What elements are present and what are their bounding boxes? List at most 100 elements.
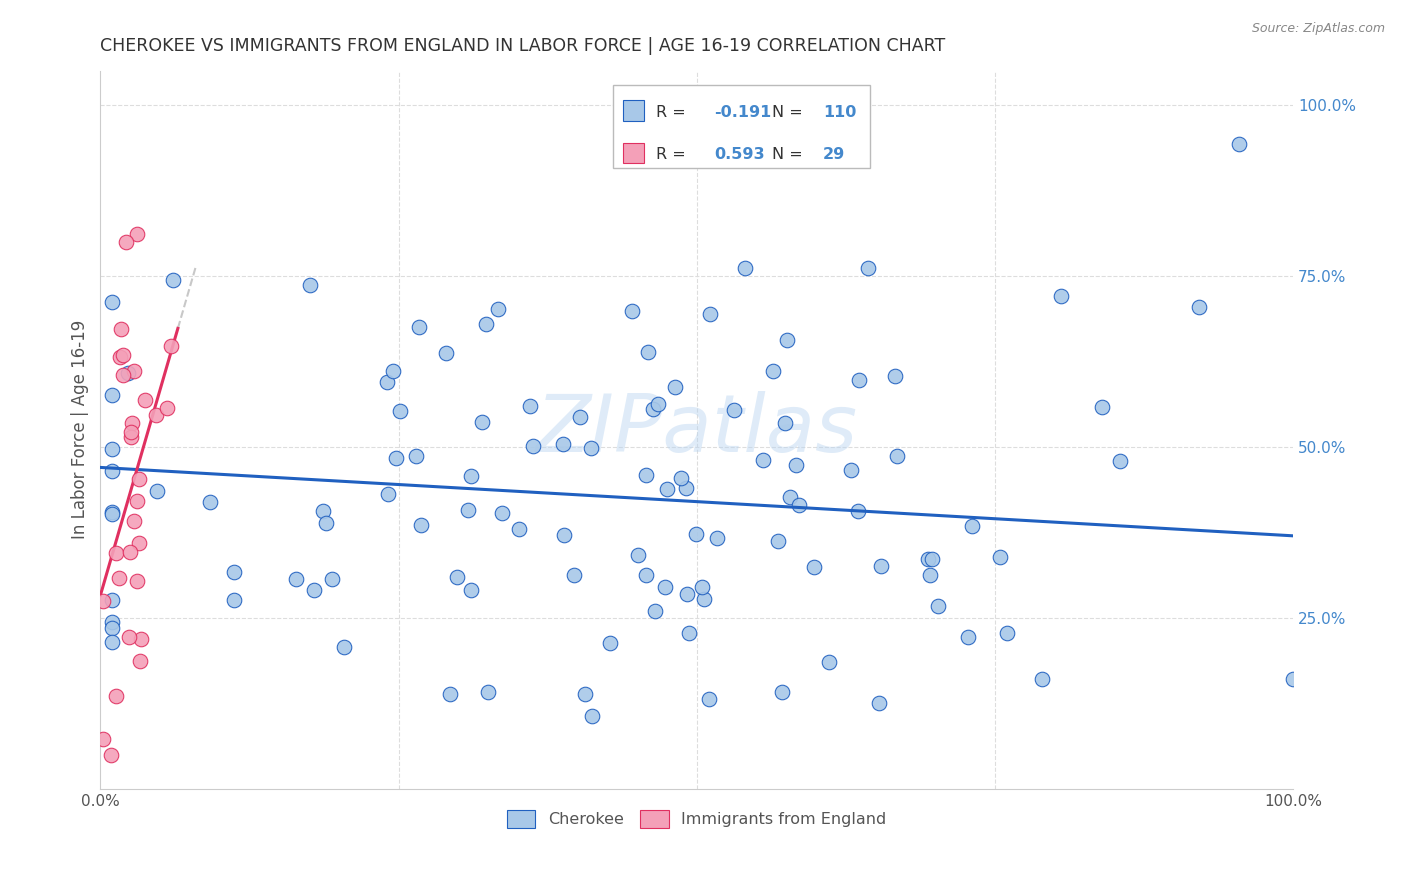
- Point: [162, 273, 184, 287]
- Point: [856, 260, 879, 275]
- Point: [128, 654, 150, 668]
- Text: N =: N =: [772, 147, 807, 162]
- Point: [101, 464, 124, 478]
- Point: [105, 690, 128, 704]
- Point: [692, 580, 714, 594]
- Point: [486, 302, 509, 317]
- Point: [129, 632, 152, 647]
- Point: [100, 747, 122, 762]
- FancyBboxPatch shape: [623, 143, 644, 163]
- Point: [818, 655, 841, 669]
- Point: [120, 425, 142, 439]
- Point: [779, 490, 801, 504]
- Point: [917, 551, 939, 566]
- Point: [91, 731, 114, 746]
- Point: [870, 559, 893, 574]
- Point: [960, 518, 983, 533]
- Point: [685, 527, 707, 541]
- Point: [477, 684, 499, 698]
- Point: [508, 522, 530, 536]
- Point: [988, 549, 1011, 564]
- Point: [108, 351, 131, 365]
- Point: [128, 536, 150, 550]
- Point: [385, 451, 408, 466]
- Text: Source: ZipAtlas.com: Source: ZipAtlas.com: [1251, 22, 1385, 36]
- Point: [766, 534, 789, 549]
- Point: [787, 498, 810, 512]
- Point: [519, 399, 541, 413]
- Point: [574, 687, 596, 701]
- Point: [101, 593, 124, 607]
- Point: [474, 317, 496, 331]
- Point: [553, 528, 575, 542]
- Point: [117, 366, 139, 380]
- Point: [145, 483, 167, 498]
- Point: [918, 567, 941, 582]
- Point: [101, 294, 124, 309]
- Point: [868, 696, 890, 710]
- Point: [121, 416, 143, 430]
- Point: [91, 594, 114, 608]
- Point: [657, 483, 679, 497]
- Y-axis label: In Labor Force | Age 16-19: In Labor Force | Age 16-19: [72, 320, 89, 540]
- Point: [1227, 137, 1250, 152]
- Point: [333, 640, 356, 654]
- Point: [128, 472, 150, 486]
- Point: [785, 458, 807, 473]
- Point: [101, 621, 124, 635]
- Point: [110, 322, 132, 336]
- Point: [460, 469, 482, 483]
- Point: [491, 506, 513, 520]
- Point: [637, 344, 659, 359]
- Point: [439, 687, 461, 701]
- Point: [120, 545, 142, 559]
- Point: [457, 503, 479, 517]
- Point: [803, 559, 825, 574]
- Point: [112, 348, 135, 362]
- Point: [1108, 454, 1130, 468]
- Point: [156, 401, 179, 416]
- Point: [101, 615, 124, 629]
- Point: [312, 504, 335, 518]
- Text: ZIPatlas: ZIPatlas: [536, 391, 858, 469]
- Text: CHEROKEE VS IMMIGRANTS FROM ENGLAND IN LABOR FORCE | AGE 16-19 CORRELATION CHART: CHEROKEE VS IMMIGRANTS FROM ENGLAND IN L…: [100, 37, 946, 55]
- Point: [101, 388, 124, 402]
- Point: [315, 516, 337, 530]
- Point: [706, 531, 728, 545]
- Point: [460, 583, 482, 598]
- Point: [101, 505, 124, 519]
- Point: [664, 380, 686, 394]
- Point: [579, 441, 602, 455]
- Point: [122, 514, 145, 528]
- Point: [599, 636, 621, 650]
- Point: [773, 416, 796, 430]
- Point: [120, 430, 142, 444]
- Point: [127, 574, 149, 589]
- Point: [644, 604, 666, 618]
- Point: [522, 439, 544, 453]
- Point: [222, 565, 245, 579]
- Point: [884, 368, 907, 383]
- Point: [160, 339, 183, 353]
- Point: [115, 235, 138, 250]
- Point: [581, 708, 603, 723]
- Point: [734, 261, 756, 276]
- Point: [693, 591, 716, 606]
- Point: [408, 320, 430, 334]
- Point: [298, 277, 321, 292]
- Text: 110: 110: [823, 105, 856, 120]
- Point: [752, 453, 775, 467]
- Text: 29: 29: [823, 147, 845, 162]
- Point: [446, 570, 468, 584]
- Text: -0.191: -0.191: [714, 105, 772, 120]
- Point: [471, 415, 494, 429]
- Point: [377, 487, 399, 501]
- Point: [839, 463, 862, 477]
- Point: [562, 568, 585, 582]
- Point: [675, 481, 697, 495]
- Point: [621, 304, 644, 318]
- Point: [676, 587, 699, 601]
- Point: [124, 364, 146, 378]
- Point: [634, 468, 657, 483]
- Point: [654, 580, 676, 594]
